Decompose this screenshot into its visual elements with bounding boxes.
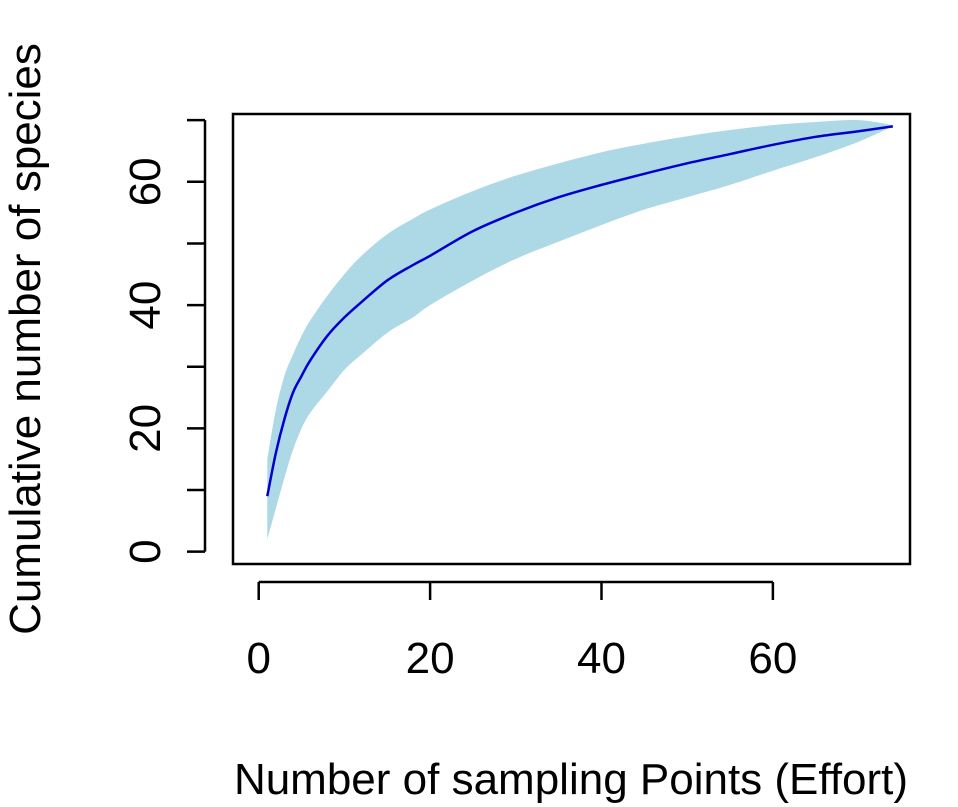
y-axis: 0 20 40 60: [121, 118, 207, 564]
x-axis-title: Number of sampling Points (Effort): [234, 755, 908, 804]
x-tick-label: 60: [748, 634, 797, 683]
x-tick-label: 40: [577, 634, 626, 683]
y-tick-label: 60: [121, 157, 170, 206]
x-tick-label: 0: [246, 634, 270, 683]
y-tick-label: 0: [121, 539, 170, 563]
x-tick-label: 20: [406, 634, 455, 683]
y-tick-label: 40: [121, 281, 170, 330]
confidence-band: [267, 120, 893, 540]
x-axis: 0 20 40 60: [246, 580, 797, 683]
plot-frame: [231, 112, 912, 566]
y-tick-label: 20: [121, 404, 170, 453]
confidence-band-layer: [267, 120, 893, 540]
mean-accumulation-line: [266, 125, 894, 497]
mean-line-layer: [266, 125, 894, 497]
y-axis-title: Cumulative number of species: [1, 43, 50, 635]
